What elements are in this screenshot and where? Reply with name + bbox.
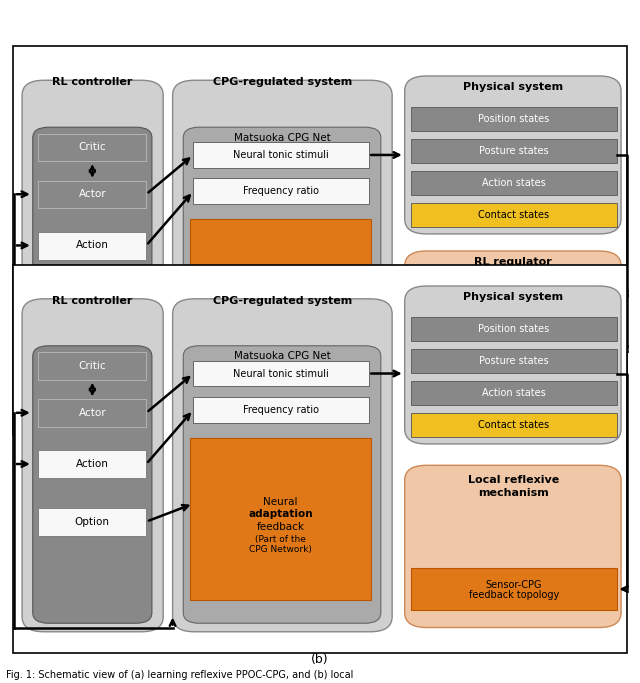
Bar bbox=[38, 508, 147, 535]
FancyBboxPatch shape bbox=[33, 346, 152, 623]
Text: Neural: Neural bbox=[263, 497, 298, 507]
Text: Position states: Position states bbox=[478, 113, 549, 124]
FancyBboxPatch shape bbox=[33, 127, 152, 404]
Bar bbox=[411, 171, 617, 195]
FancyBboxPatch shape bbox=[183, 127, 381, 404]
Text: Neural tonic stimuli: Neural tonic stimuli bbox=[233, 150, 329, 160]
FancyBboxPatch shape bbox=[22, 81, 163, 413]
Text: Option: Option bbox=[75, 298, 110, 308]
Text: Critic: Critic bbox=[79, 361, 106, 371]
Text: (a): (a) bbox=[311, 434, 329, 447]
Bar bbox=[189, 219, 371, 381]
Text: Frequency ratio: Frequency ratio bbox=[243, 186, 319, 196]
Bar bbox=[411, 317, 617, 341]
Bar bbox=[38, 352, 147, 380]
Text: Action states: Action states bbox=[482, 178, 546, 188]
Bar bbox=[38, 450, 147, 478]
Text: CPG-regulated system: CPG-regulated system bbox=[212, 296, 352, 306]
Text: Action states: Action states bbox=[482, 388, 546, 398]
Text: CPG Network): CPG Network) bbox=[249, 545, 312, 555]
Text: feedback: feedback bbox=[257, 304, 305, 313]
Text: Position states: Position states bbox=[478, 324, 549, 334]
Text: Actor: Actor bbox=[79, 189, 106, 199]
Bar bbox=[411, 139, 617, 163]
Text: Neural: Neural bbox=[263, 278, 298, 288]
Text: CPG Network): CPG Network) bbox=[249, 326, 312, 336]
Text: Action: Action bbox=[76, 459, 109, 469]
Bar bbox=[411, 107, 617, 130]
Text: (b): (b) bbox=[311, 653, 329, 666]
Bar bbox=[411, 413, 617, 436]
Bar bbox=[411, 568, 617, 611]
Bar bbox=[38, 290, 147, 317]
Text: Option: Option bbox=[75, 516, 110, 527]
Bar bbox=[38, 180, 147, 208]
Bar bbox=[193, 178, 369, 204]
Text: Critic: Critic bbox=[500, 289, 527, 298]
Bar bbox=[411, 281, 617, 307]
Bar bbox=[411, 349, 617, 373]
FancyBboxPatch shape bbox=[173, 81, 392, 413]
Text: Neural tonic stimuli: Neural tonic stimuli bbox=[233, 369, 329, 378]
FancyBboxPatch shape bbox=[404, 465, 621, 628]
Text: (Part of the: (Part of the bbox=[255, 535, 306, 544]
Bar bbox=[193, 142, 369, 168]
Text: Critic: Critic bbox=[79, 142, 106, 152]
Text: RL controller: RL controller bbox=[52, 77, 132, 87]
Text: (Part of the: (Part of the bbox=[255, 317, 306, 326]
Bar bbox=[193, 361, 369, 387]
Text: feedback topology: feedback topology bbox=[468, 591, 559, 600]
FancyBboxPatch shape bbox=[404, 286, 621, 444]
Bar bbox=[38, 134, 147, 161]
Text: feedback: feedback bbox=[257, 522, 305, 532]
Text: mechanism: mechanism bbox=[478, 488, 548, 498]
Text: Fig. 1: Schematic view of (a) learning reflexive PPOC-CPG, and (b) local: Fig. 1: Schematic view of (a) learning r… bbox=[6, 669, 354, 680]
FancyBboxPatch shape bbox=[404, 76, 621, 234]
Bar bbox=[189, 438, 371, 600]
Text: Physical system: Physical system bbox=[463, 82, 563, 92]
Text: Actor: Actor bbox=[500, 344, 527, 354]
FancyBboxPatch shape bbox=[173, 299, 392, 632]
Text: Posture states: Posture states bbox=[479, 356, 548, 365]
Text: Contact states: Contact states bbox=[478, 210, 549, 220]
Text: RL regulator: RL regulator bbox=[474, 257, 552, 266]
FancyBboxPatch shape bbox=[183, 346, 381, 623]
Bar bbox=[193, 397, 369, 423]
FancyBboxPatch shape bbox=[404, 251, 621, 409]
Text: Contact states: Contact states bbox=[478, 420, 549, 430]
Text: Posture states: Posture states bbox=[479, 145, 548, 156]
Bar bbox=[411, 336, 617, 362]
FancyBboxPatch shape bbox=[22, 299, 163, 632]
Bar bbox=[411, 203, 617, 227]
Text: Local reflexive: Local reflexive bbox=[468, 475, 559, 485]
Text: Matsuoka CPG Net: Matsuoka CPG Net bbox=[234, 352, 331, 361]
Text: Frequency ratio: Frequency ratio bbox=[243, 405, 319, 415]
Text: adaptation: adaptation bbox=[248, 291, 313, 301]
Text: Physical system: Physical system bbox=[463, 292, 563, 302]
Text: Action: Action bbox=[76, 240, 109, 251]
Bar bbox=[411, 381, 617, 404]
Text: adaptation: adaptation bbox=[248, 510, 313, 519]
Bar bbox=[38, 399, 147, 427]
Text: Actor: Actor bbox=[79, 408, 106, 418]
Text: CPG-regulated system: CPG-regulated system bbox=[212, 77, 352, 87]
Text: Matsuoka CPG Net: Matsuoka CPG Net bbox=[234, 133, 331, 143]
Bar bbox=[38, 232, 147, 260]
Text: Sensor-CPG: Sensor-CPG bbox=[486, 580, 542, 590]
Text: RL controller: RL controller bbox=[52, 296, 132, 306]
